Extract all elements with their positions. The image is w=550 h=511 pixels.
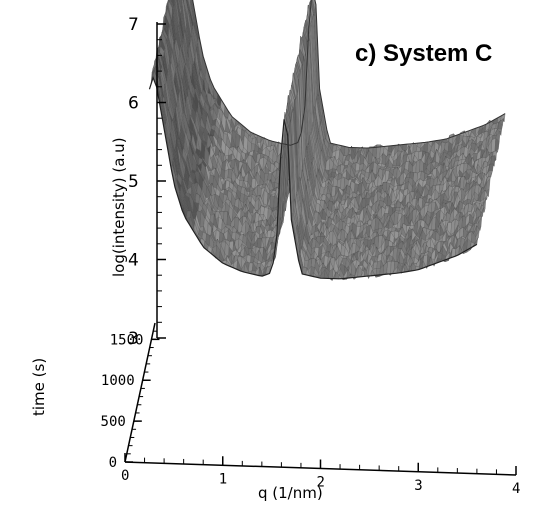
z-tick-label: 5 <box>128 172 139 192</box>
time-tick-label: 1000 <box>101 373 135 389</box>
surface-front-edge <box>148 75 478 280</box>
x-axis-label: q (1/nm) <box>258 484 323 502</box>
z-tick-label: 6 <box>128 94 139 114</box>
time-tick-label: 0 <box>109 455 117 471</box>
time-tick-label: 1500 <box>110 332 144 348</box>
axes: 3 4 5 6 7 0 500 1000 1500 0 1 2 3 4 <box>101 15 521 497</box>
time-axis-line <box>124 322 156 463</box>
y-axis-label: time (s) <box>30 358 48 416</box>
q-tick-label: 3 <box>414 478 422 494</box>
q-tick-label: 2 <box>317 475 325 491</box>
z-axis-label: log(intensity) (a.u) <box>110 137 128 277</box>
z-tick-label: 3 <box>128 329 139 349</box>
surface-mesh <box>148 0 506 282</box>
time-tick-label: 500 <box>101 414 126 430</box>
z-tick-label: 4 <box>128 251 139 271</box>
z-tick-label: 7 <box>128 15 139 35</box>
q-tick-label: 0 <box>121 468 129 484</box>
q-tick-label: 1 <box>219 471 227 487</box>
q-tick-label: 4 <box>512 481 520 497</box>
surface-facet <box>488 163 494 172</box>
surface-back-edge <box>192 0 506 149</box>
chart-title: c) System C <box>355 40 493 67</box>
